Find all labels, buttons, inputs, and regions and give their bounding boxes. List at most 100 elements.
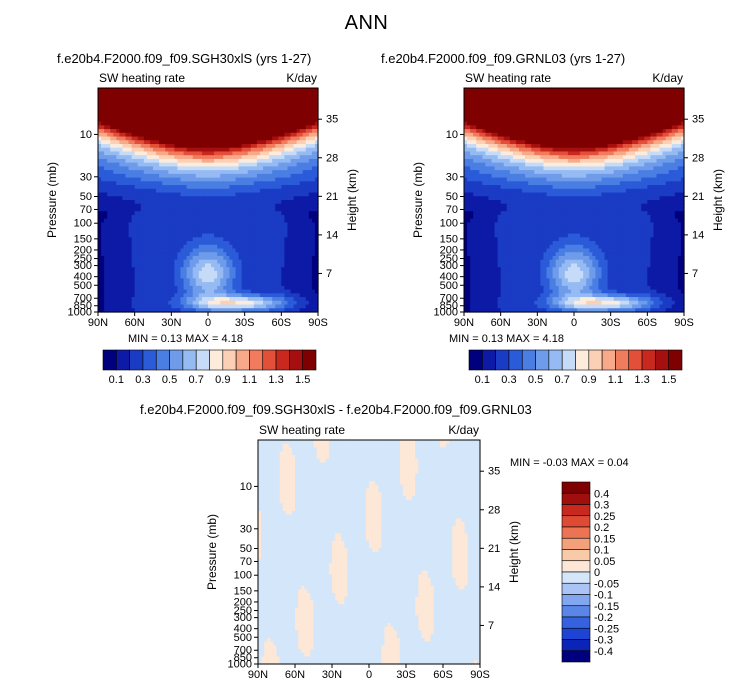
heatmap-cell	[131, 121, 136, 126]
heatmap-cell	[174, 267, 179, 272]
heatmap-cell	[281, 229, 285, 235]
heatmap-cell	[134, 218, 139, 223]
heatmap-cell	[555, 102, 560, 108]
heatmap-cell	[214, 117, 218, 123]
heatmap-cell	[134, 151, 139, 156]
heatmap-cell	[174, 99, 179, 104]
heatmap-cell	[180, 300, 185, 306]
heatmap-cell	[281, 185, 285, 190]
heatmap-cell	[497, 88, 502, 93]
heatmap-cell	[177, 293, 182, 298]
heatmap-cell	[165, 263, 169, 268]
heatmap-cell	[263, 185, 267, 190]
heatmap-cell	[250, 95, 255, 100]
heatmap-cell	[195, 166, 200, 171]
heatmap-cell	[214, 144, 218, 149]
heatmap-cell	[241, 285, 246, 291]
heatmap-cell	[204, 282, 209, 287]
heatmap-cell	[198, 274, 203, 279]
heatmap-cell	[156, 248, 160, 253]
heatmap-cell	[241, 99, 246, 104]
heatmap-cell	[198, 136, 203, 141]
heatmap-cell	[570, 88, 575, 93]
heatmap-cell	[308, 177, 313, 182]
heatmap-cell	[308, 252, 313, 257]
heatmap-cell	[470, 102, 474, 108]
heatmap-cell	[577, 95, 581, 100]
heatmap-cell	[137, 226, 142, 231]
heatmap-cell	[232, 188, 237, 194]
heatmap-cell	[598, 102, 603, 108]
heatmap-cell	[244, 244, 249, 250]
heatmap-cell	[278, 270, 282, 276]
heatmap-cell	[131, 117, 136, 123]
heatmap-cell	[186, 88, 191, 93]
heatmap-cell	[125, 304, 130, 309]
heatmap-cell	[479, 102, 483, 108]
heatmap-cell	[610, 106, 615, 111]
heatmap-cell	[198, 203, 203, 209]
heatmap-cell	[192, 207, 197, 212]
heatmap-cell	[296, 117, 301, 123]
heatmap-cell	[561, 91, 566, 97]
heatmap-cell	[247, 95, 252, 100]
heatmap-cell	[290, 203, 295, 209]
heatmap-cell	[632, 91, 636, 97]
heatmap-cell	[125, 173, 130, 179]
heatmap-cell	[305, 162, 310, 167]
heatmap-cell	[198, 196, 203, 201]
heatmap-cell	[208, 91, 212, 97]
heatmap-cell	[128, 114, 133, 119]
heatmap-cell	[177, 129, 182, 134]
heatmap-cell	[235, 91, 240, 97]
heatmap-cell	[122, 293, 127, 298]
x-tick-label: 30N	[161, 317, 181, 329]
heatmap-cell	[595, 99, 600, 104]
heatmap-cell	[287, 114, 292, 119]
heatmap-cell	[287, 226, 292, 231]
heatmap-cell	[311, 181, 316, 186]
heatmap-cell	[137, 211, 142, 216]
heatmap-cell	[232, 207, 237, 212]
heatmap-cell	[116, 117, 120, 123]
heatmap-cell	[259, 188, 264, 194]
heatmap-cell	[250, 282, 255, 287]
heatmap-cell	[250, 162, 255, 167]
heatmap-cell	[107, 233, 111, 238]
heatmap-cell	[494, 117, 499, 123]
heatmap-cell	[113, 117, 117, 123]
heatmap-cell	[266, 106, 270, 111]
heatmap-cell	[98, 99, 102, 104]
heatmap-cell	[146, 102, 151, 108]
heatmap-cell	[214, 203, 218, 209]
heatmap-cell	[473, 99, 477, 104]
heatmap-cell	[269, 259, 273, 265]
heatmap-cell	[174, 207, 179, 212]
heatmap-cell	[244, 192, 249, 197]
heatmap-cell	[241, 162, 246, 167]
heatmap-cell	[244, 144, 249, 149]
heatmap-cell	[125, 278, 130, 283]
heatmap-cell	[189, 151, 194, 156]
heatmap-cell	[241, 196, 246, 201]
heatmap-cell	[149, 259, 154, 265]
heatmap-cell	[229, 185, 234, 190]
heatmap-cell	[156, 162, 160, 167]
heatmap-cell	[269, 304, 273, 309]
heatmap-cell	[247, 241, 252, 246]
heatmap-cell	[665, 99, 670, 104]
heatmap-cell	[299, 110, 304, 115]
heatmap-cell	[647, 88, 651, 93]
heatmap-cell	[134, 241, 139, 246]
heatmap-cell	[311, 267, 316, 272]
heatmap-cell	[293, 110, 298, 115]
heatmap-cell	[314, 267, 319, 272]
heatmap-cell	[586, 88, 590, 93]
heatmap-cell	[275, 218, 279, 223]
heatmap-cell	[241, 203, 246, 209]
heatmap-cell	[263, 214, 267, 220]
heatmap-cell	[162, 211, 166, 216]
heatmap-cell	[238, 173, 243, 179]
heatmap-cell	[296, 155, 301, 160]
heatmap-cell	[601, 95, 606, 100]
